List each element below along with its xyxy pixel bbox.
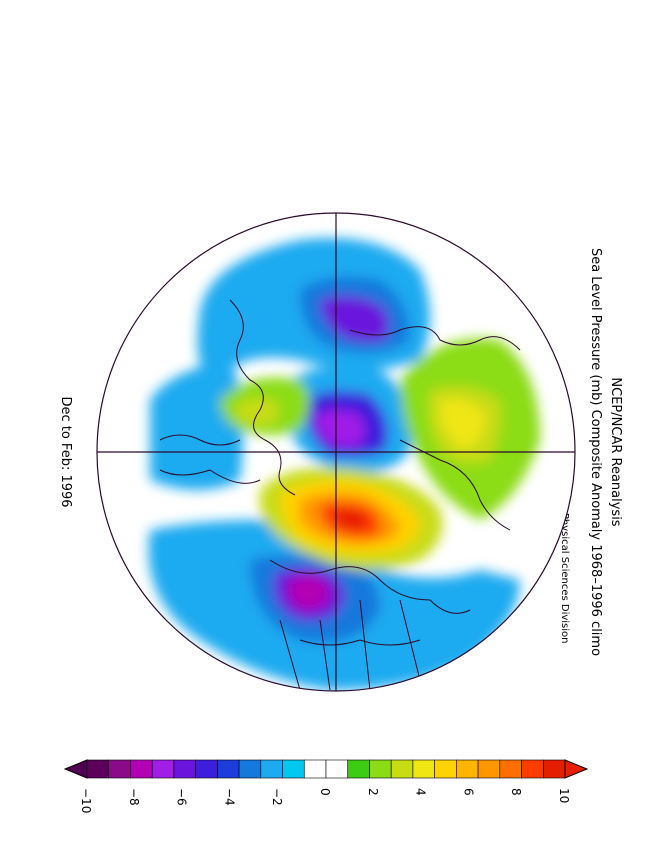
- colorbar-tick-label: −4: [222, 788, 236, 806]
- colorbar-tick-label: 8: [509, 788, 523, 796]
- colorbar-over-arrow: [564, 759, 589, 779]
- colorbar-labels: −10 −8 −6 −4 −2 0 2 4 6 8 10: [79, 788, 571, 813]
- colorbar-swatch: [238, 759, 262, 779]
- colorbar-tick-label: 4: [414, 788, 428, 796]
- title-line-2: Sea Level Pressure (mb) Composite Anomal…: [588, 248, 603, 656]
- colorbar-tick-label: 2: [366, 788, 380, 796]
- colorbar-swatch: [260, 759, 283, 779]
- colorbar-swatch: [542, 759, 566, 779]
- period-text: Dec to Feb: 1996: [58, 396, 73, 507]
- colorbar: [63, 759, 589, 779]
- colorbar-tick-label: −8: [127, 788, 141, 806]
- colorbar-swatch: [173, 759, 196, 779]
- colorbar-swatch: [282, 759, 305, 779]
- colorbar-tick-label: 6: [461, 788, 475, 796]
- colorbar-swatch: [151, 759, 175, 779]
- colorbar-swatch: [477, 759, 501, 779]
- colorbar-swatch: [521, 759, 544, 779]
- colorbar-swatch: [303, 759, 327, 779]
- colorbar-tick-label: −6: [175, 788, 189, 806]
- colorbar-tick-label: 10: [557, 788, 571, 803]
- colorbar-tick-label: −10: [79, 788, 93, 813]
- credit-text: NOAA/ESRL Physical Sciences Division: [559, 452, 570, 644]
- colorbar-swatch: [108, 759, 131, 779]
- coastlines: [159, 299, 521, 691]
- title-line-1: NCEP/NCAR Reanalysis: [608, 377, 623, 526]
- colorbar-swatch: [369, 759, 392, 779]
- colorbar-swatch: [412, 759, 435, 779]
- colorbar-swatch: [325, 759, 349, 779]
- colorbar-tick-label: 0: [318, 788, 332, 796]
- colorbar-swatch: [434, 759, 457, 779]
- colorbar-swatch: [217, 759, 240, 779]
- colorbar-swatch: [499, 759, 522, 779]
- colorbar-swatch: [86, 759, 110, 779]
- colorbar-swatch: [195, 759, 218, 779]
- colorbar-swatch: [347, 759, 370, 779]
- colorbar-under-arrow: [63, 759, 88, 779]
- anomaly-field: [97, 213, 575, 691]
- colorbar-swatch: [130, 759, 153, 779]
- colorbar-swatch: [390, 759, 414, 779]
- colorbar-tick-label: −2: [270, 788, 284, 806]
- colorbar-swatch: [456, 759, 479, 779]
